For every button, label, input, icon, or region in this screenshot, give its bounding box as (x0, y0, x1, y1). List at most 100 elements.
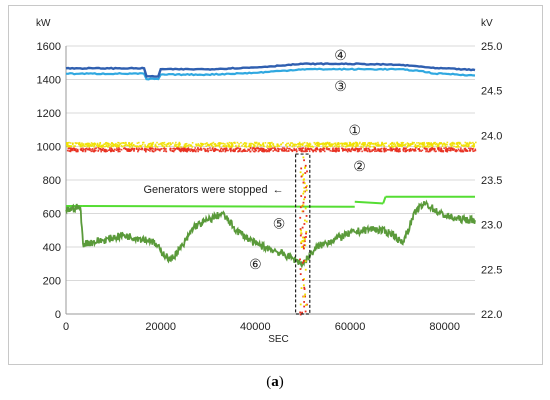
series-1-point (249, 145, 252, 148)
series-1-point (362, 146, 364, 148)
series-1-point (142, 141, 145, 144)
series-1-marker: ① (348, 122, 361, 138)
series-1-point (248, 144, 251, 147)
series-2-point (124, 148, 127, 150)
series-2-point (206, 149, 208, 152)
series-2-point (453, 148, 456, 150)
y-left-tick-label-8: 1600 (37, 41, 61, 53)
series-1-point (388, 145, 390, 147)
series-1-point (154, 143, 157, 146)
series-1-point (147, 144, 149, 147)
series-1-point (415, 145, 417, 148)
series-1-point (235, 144, 237, 147)
series-2-point (274, 147, 277, 150)
series-2-point (91, 148, 94, 150)
series-2-point (356, 148, 358, 150)
series-2-point (252, 147, 255, 149)
series-1-point (395, 145, 397, 148)
y-left-tick-label-5: 1000 (37, 142, 61, 154)
series-1-point (411, 143, 414, 145)
series-2-point (268, 148, 271, 150)
series-1-point (391, 145, 393, 147)
series-1-point (385, 142, 387, 144)
series-1-point (276, 143, 278, 146)
series-1-point (112, 143, 115, 145)
stop-box-point (304, 244, 307, 247)
series-1-point (167, 143, 170, 145)
series-2-point (249, 150, 251, 153)
series-1-point (366, 143, 369, 146)
series-2-point (350, 148, 353, 151)
series-2-point (427, 150, 430, 153)
series-2-point (363, 149, 366, 152)
series-2-point (200, 148, 203, 150)
series-2-point (209, 149, 212, 151)
series-1-point (121, 145, 123, 148)
series-2-point (259, 148, 261, 151)
caption-close: ) (278, 374, 284, 390)
series-1-point (109, 143, 112, 146)
series-2-point (308, 150, 311, 153)
stop-box-point (304, 196, 306, 199)
series-2-point (163, 147, 166, 150)
series-2-point (462, 150, 465, 153)
series-2-point (186, 150, 188, 153)
series-1-point (84, 145, 86, 148)
series-1-point (402, 142, 405, 144)
series-2-point (390, 148, 392, 151)
series-2-point (338, 147, 340, 150)
series-1-point (365, 145, 368, 148)
series-1-point (404, 144, 406, 147)
series-2-point (404, 150, 407, 153)
series-2-point (346, 150, 349, 153)
series-1-point (289, 143, 291, 146)
series-2-point (242, 149, 244, 152)
series-1-point (171, 142, 174, 144)
series-1-point (97, 146, 99, 148)
series-1-point (183, 144, 186, 147)
series-2-point (319, 150, 321, 153)
series-1-point (123, 145, 125, 147)
series-2-point (386, 148, 389, 151)
series-2-point (229, 149, 232, 152)
series-2-point (184, 148, 186, 150)
series-2-point (460, 150, 462, 153)
series-2-point (457, 148, 460, 151)
series-2-point (319, 147, 322, 150)
stop-box-point (300, 167, 303, 170)
series-1-point (297, 145, 300, 147)
series-1-point (276, 145, 279, 147)
series-1-point (392, 142, 394, 145)
series-2-point (160, 147, 163, 150)
series-1-point (377, 141, 379, 144)
series-2-point (291, 149, 294, 152)
series-1-point (270, 145, 272, 147)
series-1-point (118, 144, 120, 147)
series-2-point (214, 149, 217, 151)
series-2-point (143, 149, 146, 151)
series-2-point (274, 148, 276, 151)
series-1-point (325, 146, 328, 148)
series-1-point (310, 145, 312, 148)
stop-box-point (304, 293, 307, 296)
stop-box-point (305, 186, 307, 189)
series-1-point (163, 143, 166, 146)
series-1-point (66, 143, 68, 146)
series-1-point (343, 142, 346, 145)
series-1-point (406, 142, 409, 144)
series-2-point (243, 150, 245, 152)
series-2-point (315, 150, 317, 153)
series-2-point (163, 150, 165, 153)
series-1-point (320, 143, 323, 145)
series-1-point (161, 145, 164, 147)
series-2-point (384, 149, 387, 152)
series-2-point (126, 149, 128, 152)
series-1-point (389, 143, 392, 145)
series-2-point (461, 150, 464, 153)
series-1-point (167, 142, 170, 144)
series-2-point (306, 150, 309, 152)
series-1-point (116, 144, 119, 147)
series-2-point (180, 147, 182, 150)
series-1-point (91, 144, 94, 147)
series-1-point (146, 145, 149, 148)
